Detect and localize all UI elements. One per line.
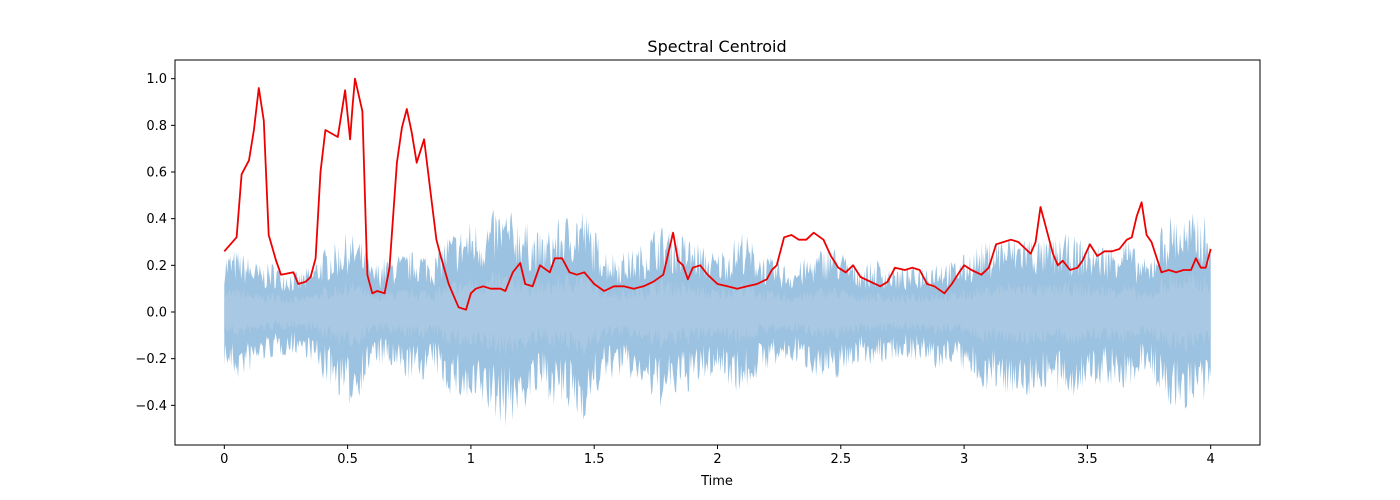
x-tick-label: 3.5 [1077,452,1098,467]
x-tick-label: 3 [960,452,968,467]
y-tick-label: −0.2 [135,352,167,367]
axes-frame [174,59,1261,446]
axes-border [174,59,1261,446]
spectral-centroid-line [223,77,1212,311]
x-tick-label: 2.5 [830,452,851,467]
y-tick-label: −0.4 [135,399,167,414]
y-tick-label: 1.0 [146,72,167,87]
chart-title: Spectral Centroid [647,37,786,56]
x-tick-label: 4 [1207,452,1215,467]
x-tick-label: 0.5 [337,452,358,467]
y-tick-label: 0.0 [146,306,167,321]
x-axis: 0 0.5 1 1.5 2 2.5 3 3.5 4 [220,445,1215,467]
y-tick-label: 0.4 [146,212,167,227]
x-tick-label: 1 [467,452,475,467]
y-tick-label: 0.2 [146,259,167,274]
y-axis: −0.4 −0.2 0.0 0.2 0.4 0.6 0.8 1.0 [135,72,175,414]
x-tick-label: 2 [713,452,721,467]
x-tick-label: 0 [220,452,228,467]
x-tick-label: 1.5 [584,452,605,467]
plot-area [223,77,1212,427]
x-axis-label: Time [700,474,733,489]
y-tick-label: 0.6 [146,166,167,181]
y-tick-label: 0.8 [146,119,167,134]
